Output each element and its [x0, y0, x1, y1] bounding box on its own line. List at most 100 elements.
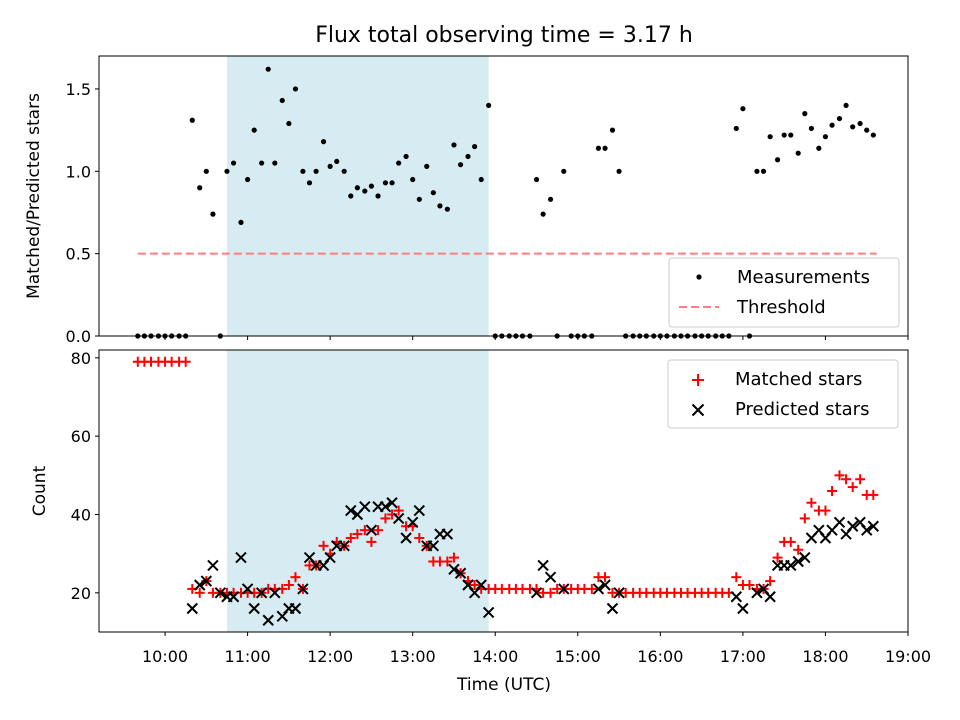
predicted-star-point: [799, 551, 811, 564]
measurement-point: [362, 188, 368, 194]
top-panel: 0.0 0.5 1.0 1.5 Matched/Predicted stars Mea…: [24, 55, 909, 346]
measurement-point: [616, 168, 622, 174]
measurement-point: [341, 168, 347, 174]
matched-star-point: [393, 505, 404, 516]
predicted-star-point: [737, 602, 749, 615]
predicted-star-point: [345, 504, 357, 517]
predicted-star-point: [427, 540, 440, 552]
measurement-point: [486, 102, 492, 109]
measurement-point: [354, 185, 360, 191]
predicted-star-point: [365, 524, 378, 536]
x-tick-label: 10:00: [142, 647, 188, 666]
predicted-star-point: [214, 587, 227, 599]
measurement-point: [609, 127, 616, 133]
predicted-star-point: [359, 500, 371, 513]
predicted-star-point: [338, 540, 350, 552]
measurement-point: [870, 132, 876, 138]
top-shaded-interval: [226, 56, 489, 336]
measurement-point: [334, 158, 340, 165]
top-legend: Measurements Threshold: [668, 257, 900, 328]
predicted-star-point: [454, 567, 467, 579]
matched-stars-points: [132, 356, 879, 598]
matched-star-point: [799, 513, 810, 524]
matched-star-point: [834, 470, 845, 481]
predicted-star-point: [730, 591, 743, 603]
x-tick-label: 19:00: [885, 647, 931, 666]
measurement-point: [416, 196, 422, 202]
bottom-shaded-interval: [226, 350, 489, 632]
x-tick-label: 12:00: [307, 647, 353, 666]
predicted-star-point: [606, 602, 619, 615]
measurement-point: [375, 193, 381, 199]
matched-star-point: [744, 580, 755, 590]
measurement-point: [843, 102, 849, 109]
measurement-point: [533, 176, 540, 183]
x-tick-label: 18:00: [802, 647, 848, 666]
top-x-ticks: [164, 336, 909, 340]
measurement-point: [320, 139, 327, 145]
matched-star-point: [318, 540, 329, 551]
bottom-y-tick-label: 20: [71, 584, 91, 603]
predicted-star-point: [558, 583, 570, 595]
predicted-star-point: [269, 587, 281, 599]
measurement-point: [382, 180, 389, 186]
measurement-point: [306, 180, 313, 186]
predicted-star-point: [833, 516, 846, 529]
measurement-point: [540, 211, 546, 217]
x-tick-label: 15:00: [555, 647, 601, 666]
matched-star-point: [806, 497, 817, 508]
matched-star-point: [352, 529, 363, 540]
measurement-point: [451, 142, 457, 148]
measurement-point: [595, 145, 602, 151]
predicted-star-point: [262, 614, 274, 626]
x-tick-label: 17:00: [720, 647, 766, 666]
bottom-y-ticks: 20 40 60 80: [71, 349, 99, 603]
measurement-point: [478, 176, 484, 183]
measurement-point: [836, 115, 843, 122]
top-y-axis-label: Matched/Predicted stars: [24, 93, 44, 299]
measurement-point: [210, 211, 216, 217]
measurement-point: [244, 176, 251, 183]
matched-star-point: [442, 556, 453, 567]
top-legend-box: [668, 257, 900, 328]
top-y-ticks: 0.0 0.5 1.0 1.5: [66, 80, 99, 346]
legend-label-matched: Matched stars: [735, 369, 862, 390]
predicted-star-point: [248, 602, 260, 615]
bottom-y-tick-label: 60: [71, 427, 91, 446]
predicted-star-point: [255, 587, 268, 599]
predicted-star-point: [764, 591, 776, 603]
matched-star-point: [366, 536, 377, 547]
measurement-point: [795, 150, 801, 156]
predicted-star-point: [537, 559, 549, 572]
x-tick-label: 16:00: [637, 647, 683, 666]
matched-star-point: [600, 572, 611, 583]
x-tick-label: 13:00: [390, 647, 436, 666]
measurement-point: [300, 168, 306, 174]
measurement-point: [864, 127, 870, 133]
top-y-tick-label: 0.0: [66, 327, 91, 346]
measurements-points: [135, 66, 876, 339]
predicted-star-point: [400, 532, 412, 544]
legend-label-measurements: Measurements: [737, 267, 870, 288]
predicted-star-point: [599, 579, 611, 591]
measurement-point: [327, 163, 333, 169]
measurement-point: [265, 66, 271, 72]
measurement-point: [457, 162, 464, 168]
matched-star-point: [772, 552, 783, 563]
predicted-star-point: [200, 575, 213, 587]
matched-star-point: [731, 572, 742, 583]
legend-label-threshold: Threshold: [736, 297, 826, 318]
bottom-y-tick-label: 40: [71, 506, 91, 525]
predicted-star-point: [386, 497, 398, 509]
measurement-point: [396, 160, 402, 166]
measurement-point: [224, 168, 230, 174]
measurement-point: [238, 219, 244, 225]
predicted-star-point: [406, 516, 419, 529]
predicted-star-point: [241, 583, 254, 595]
matched-star-point: [469, 580, 480, 590]
predicted-star-point: [846, 520, 859, 532]
measurement-point: [251, 127, 257, 133]
measurement-point: [829, 122, 835, 128]
matched-star-point: [345, 533, 356, 543]
